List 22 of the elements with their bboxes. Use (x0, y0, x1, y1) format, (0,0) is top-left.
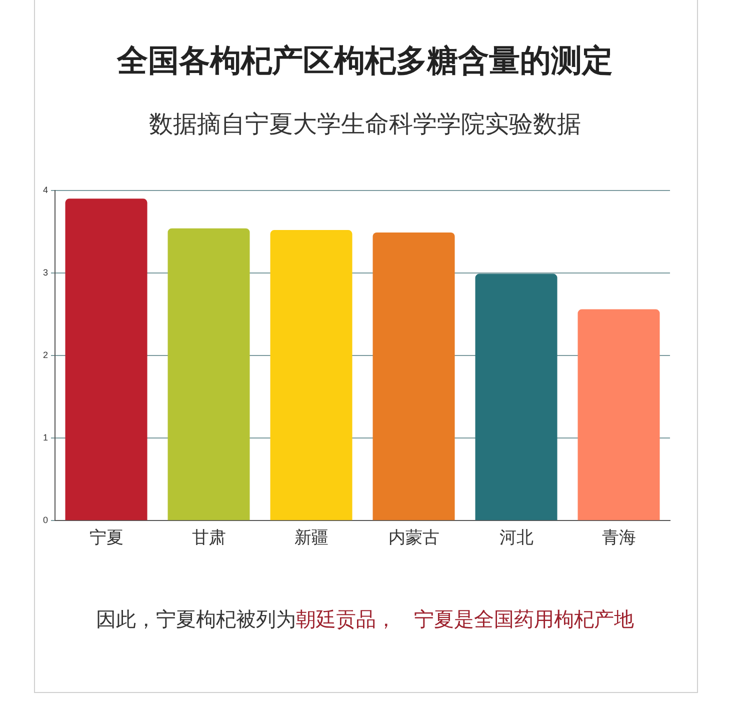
x-tick-label: 青海 (602, 528, 636, 548)
x-tick-label: 宁夏 (89, 528, 124, 548)
y-tick-label: 2 (42, 350, 48, 360)
x-tick-label: 河北 (499, 528, 534, 548)
y-tick-label: 1 (42, 432, 48, 443)
x-tick-label: 甘肃 (192, 528, 226, 548)
text: 宁夏是全国药用枸杞产地 (414, 607, 634, 631)
bar (270, 230, 352, 520)
chart-subtitle: 数据摘自宁夏大学生命科学学院实验数据 (148, 109, 582, 140)
chart-title: 全国各枸杞产区枸杞多糖含量的测定 (116, 42, 614, 81)
bar (578, 309, 660, 520)
y-tick-label: 0 (42, 515, 48, 526)
y-tick-label: 3 (42, 267, 48, 278)
bar (372, 232, 455, 520)
x-tick-label: 新疆 (294, 528, 328, 548)
bar (65, 198, 148, 520)
y-tick-label: 4 (42, 184, 48, 195)
text: 朝廷贡品， (296, 607, 396, 631)
bar (475, 274, 558, 520)
text: 因此，宁夏枸杞被列为 (96, 607, 296, 631)
bar (168, 228, 250, 520)
x-tick-label: 内蒙古 (388, 528, 440, 548)
